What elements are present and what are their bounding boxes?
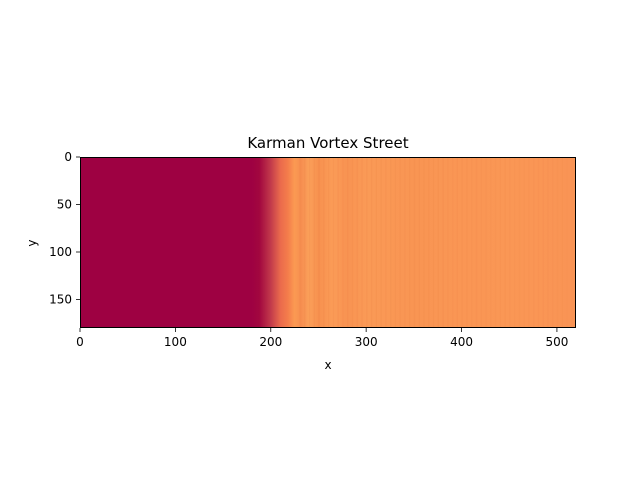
wake-stripe [409, 157, 411, 328]
wake-stripe [475, 157, 478, 328]
wake-stripe [504, 157, 506, 328]
wake-stripe [514, 157, 516, 328]
x-tick-label: 300 [355, 335, 378, 349]
y-tick-label: 100 [49, 245, 72, 259]
wake-stripe [328, 157, 330, 328]
y-tick-label: 150 [49, 293, 72, 307]
wake-stripe [413, 157, 416, 328]
wake-stripe [518, 157, 521, 328]
x-tick-label: 500 [545, 335, 568, 349]
wake-stripe [342, 157, 344, 328]
wake-stripe [313, 157, 315, 328]
wake-stripe [509, 157, 511, 328]
wake-stripe [404, 157, 406, 328]
wake-stripe [390, 157, 392, 328]
wake-stripe [380, 157, 382, 328]
x-tick-label: 0 [76, 335, 84, 349]
wake-stripe [361, 157, 363, 328]
wake-stripe [366, 157, 368, 328]
wake-stripe [480, 157, 482, 328]
wake-stripe [304, 157, 306, 328]
wake-stripe [561, 157, 563, 328]
wake-stripe [452, 157, 454, 328]
wake-stripe [456, 157, 459, 328]
y-tick-label: 50 [57, 198, 72, 212]
wake-stripe [523, 157, 525, 328]
wake-stripe [437, 157, 439, 328]
x-axis: 0 100 200 300 400 500 [76, 328, 568, 349]
wake-stripe [418, 157, 420, 328]
plot-area [80, 157, 576, 328]
wake-stripe [351, 157, 354, 328]
wake-stripe [552, 157, 554, 328]
wake-stripe [537, 157, 540, 328]
wake-stripe [375, 157, 377, 328]
wake-stripe [399, 157, 401, 328]
wake-stripe [485, 157, 487, 328]
x-tick-label: 100 [164, 335, 187, 349]
wake-stripe [471, 157, 473, 328]
wake-stripe [370, 157, 373, 328]
y-tick-label: 0 [64, 150, 72, 164]
wake-stripe [461, 157, 463, 328]
wake-stripe [432, 157, 435, 328]
wake-stripe [337, 157, 339, 328]
wake-stripe [356, 157, 358, 328]
y-axis-label: y [25, 239, 39, 246]
wake-stripe [347, 157, 349, 328]
wake-stripe [571, 157, 573, 328]
wake-stripe [308, 157, 311, 328]
wake-stripe [428, 157, 430, 328]
wake-stripe [318, 157, 320, 328]
wake-stripe [547, 157, 549, 328]
heatmap-field [80, 157, 576, 328]
wake-stripe [494, 157, 497, 328]
wake-stripe [499, 157, 501, 328]
plot-frame [80, 157, 576, 328]
wake-stripe [466, 157, 468, 328]
wake-stripe [528, 157, 530, 328]
chart-title: Karman Vortex Street [247, 134, 408, 152]
wake-stripe [566, 157, 568, 328]
wake-stripes [299, 157, 573, 328]
y-axis: 0 50 100 150 [49, 150, 80, 307]
wake-stripe [533, 157, 535, 328]
wake-stripe [394, 157, 397, 328]
wake-stripe [447, 157, 449, 328]
x-tick-label: 200 [259, 335, 282, 349]
wake-stripe [385, 157, 387, 328]
wake-stripe [490, 157, 492, 328]
wake-stripe [299, 157, 301, 328]
x-axis-label: x [324, 358, 331, 372]
wake-stripe [556, 157, 559, 328]
wake-stripe [423, 157, 425, 328]
wake-stripe [332, 157, 335, 328]
x-tick-label: 400 [450, 335, 473, 349]
wake-stripe [442, 157, 444, 328]
wake-stripe [323, 157, 325, 328]
wake-stripe [542, 157, 544, 328]
